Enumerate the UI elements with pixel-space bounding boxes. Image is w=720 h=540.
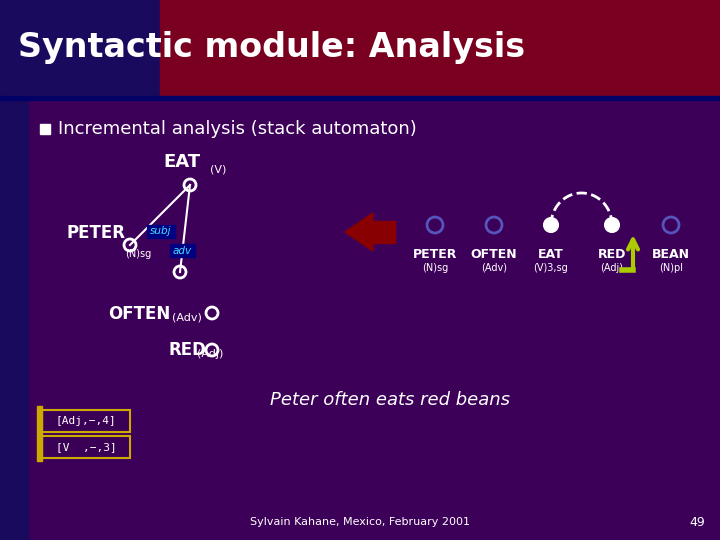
Text: RED: RED bbox=[168, 341, 206, 359]
Text: OFTEN: OFTEN bbox=[471, 248, 517, 261]
Text: [Adj,−,4]: [Adj,−,4] bbox=[55, 416, 117, 426]
Text: (Adj): (Adj) bbox=[197, 349, 223, 359]
Text: [V  ,−,3]: [V ,−,3] bbox=[55, 442, 117, 452]
Bar bbox=[170, 244, 195, 257]
Text: PETER: PETER bbox=[413, 248, 457, 261]
Bar bbox=[0, 95, 28, 540]
Bar bbox=[0, 96, 720, 100]
Circle shape bbox=[427, 217, 443, 233]
Text: (Adv): (Adv) bbox=[172, 313, 202, 323]
Text: (Adj): (Adj) bbox=[600, 263, 624, 273]
Text: PETER: PETER bbox=[66, 224, 125, 242]
Bar bbox=[147, 225, 175, 238]
Bar bbox=[367, 221, 395, 243]
Text: adv: adv bbox=[173, 246, 192, 255]
Text: (V)3,sg: (V)3,sg bbox=[534, 263, 568, 273]
Text: OFTEN: OFTEN bbox=[108, 305, 170, 323]
Bar bbox=[37, 406, 42, 461]
Text: Syntactic module: Analysis: Syntactic module: Analysis bbox=[18, 31, 525, 64]
Circle shape bbox=[486, 217, 502, 233]
Bar bbox=[40, 124, 50, 134]
Text: (Adv): (Adv) bbox=[481, 263, 507, 273]
Text: (N)pl: (N)pl bbox=[659, 263, 683, 273]
Circle shape bbox=[667, 221, 675, 229]
Text: (N)sg: (N)sg bbox=[422, 263, 448, 273]
Text: BEAN: BEAN bbox=[652, 248, 690, 261]
Bar bbox=[42, 410, 130, 432]
Circle shape bbox=[605, 218, 619, 232]
Text: 49: 49 bbox=[689, 516, 705, 529]
Bar bbox=[42, 436, 130, 458]
Polygon shape bbox=[345, 213, 373, 251]
Text: subj: subj bbox=[150, 226, 172, 237]
Text: (V): (V) bbox=[210, 164, 226, 174]
Bar bbox=[160, 0, 720, 95]
Bar bbox=[0, 0, 160, 95]
Text: RED: RED bbox=[598, 248, 626, 261]
Circle shape bbox=[490, 221, 498, 229]
Text: Peter often eats red beans: Peter often eats red beans bbox=[270, 391, 510, 409]
Circle shape bbox=[544, 218, 558, 232]
Text: Sylvain Kahane, Mexico, February 2001: Sylvain Kahane, Mexico, February 2001 bbox=[250, 517, 470, 527]
Bar bbox=[0, 95, 720, 540]
Circle shape bbox=[663, 217, 679, 233]
Text: EAT: EAT bbox=[163, 153, 201, 171]
Circle shape bbox=[431, 221, 439, 229]
Text: (N)sg: (N)sg bbox=[125, 249, 151, 259]
Text: Incremental analysis (stack automaton): Incremental analysis (stack automaton) bbox=[58, 120, 417, 138]
Text: EAT: EAT bbox=[538, 248, 564, 261]
